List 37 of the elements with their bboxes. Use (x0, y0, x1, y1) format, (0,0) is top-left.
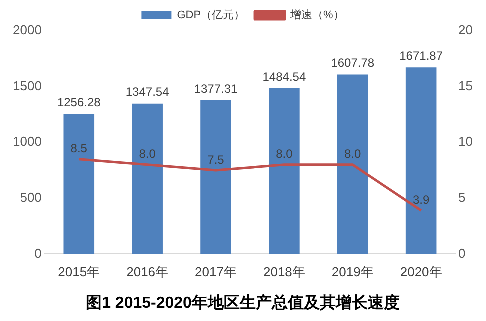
y2-tick-label: 5 (458, 190, 466, 205)
x-tick-label: 2020年 (400, 264, 442, 280)
x-tick-label: 2019年 (332, 264, 374, 280)
y2-tick-label: 15 (458, 78, 474, 94)
data-label: 1377.31 (194, 82, 238, 96)
data-label: 7.5 (208, 152, 225, 167)
y-tick-label: 500 (20, 190, 42, 205)
y2-tick-label: 10 (458, 134, 474, 150)
bar (406, 68, 437, 254)
data-label: 8.0 (276, 147, 294, 162)
data-label: 3.9 (412, 192, 430, 207)
x-tick-label: 2015年 (58, 264, 100, 280)
y2-tick-label: 0 (458, 246, 466, 261)
bar (337, 74, 368, 254)
y-tick-label: 0 (34, 246, 42, 261)
legend-label: GDP（亿元） (177, 10, 246, 22)
bar (132, 104, 163, 254)
bar (200, 100, 232, 254)
data-label: 1484.54 (262, 70, 306, 84)
bar (269, 88, 300, 254)
data-label: 1607.78 (331, 56, 375, 70)
y-tick-label: 2000 (13, 22, 42, 38)
data-label: 1256.28 (57, 95, 102, 110)
y-tick-label: 1000 (13, 134, 42, 150)
y-tick-label: 1500 (13, 78, 42, 94)
x-tick-label: 2016年 (126, 264, 169, 280)
data-label: 8.0 (344, 147, 362, 162)
bar (64, 114, 95, 254)
x-tick-label: 2017年 (195, 264, 237, 280)
data-label: 8.0 (139, 147, 156, 162)
legend-label: 增速（%） (290, 8, 344, 22)
data-label: 8.5 (70, 142, 88, 156)
x-tick-label: 2018年 (263, 264, 306, 280)
y2-tick-label: 20 (458, 22, 474, 38)
text: 图1 2015-2020年地区生产总值及其增长速度 (86, 292, 400, 312)
data-label: 1671.87 (400, 48, 444, 63)
data-label: 1347.54 (126, 85, 170, 100)
